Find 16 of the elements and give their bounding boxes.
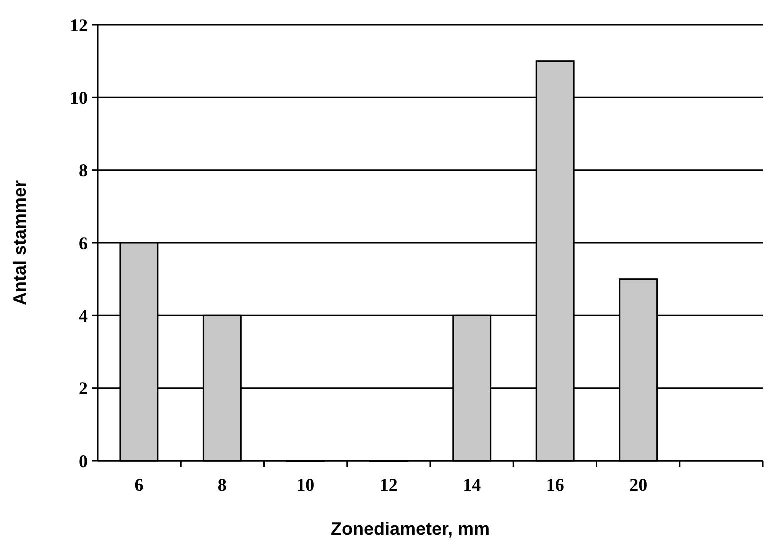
x-tick-label: 10	[296, 475, 315, 495]
y-tick-label: 8	[79, 160, 88, 181]
x-tick-label: 16	[546, 475, 564, 495]
y-tick-label: 10	[70, 88, 88, 108]
y-tick-label: 12	[70, 15, 88, 36]
y-tick-label: 0	[79, 451, 88, 472]
x-tick-label: 12	[380, 475, 398, 495]
x-tick-label: 14	[463, 475, 482, 495]
x-tick-label: 20	[630, 475, 648, 495]
y-tick-label: 4	[79, 306, 88, 326]
y-tick-label: 6	[79, 233, 88, 254]
y-axis-title: Antal stammer	[10, 180, 30, 306]
x-axis-title: Zonediameter, mm	[330, 519, 490, 539]
x-tick-label: 6	[134, 475, 144, 495]
x-tick-label: 8	[218, 475, 227, 495]
y-tick-label: 2	[79, 378, 88, 399]
